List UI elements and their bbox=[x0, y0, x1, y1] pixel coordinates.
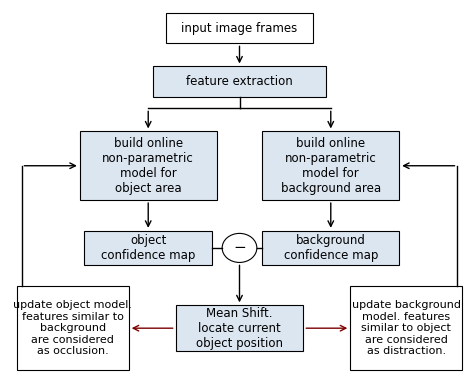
FancyBboxPatch shape bbox=[80, 131, 217, 200]
Text: build online
non-parametric
model for
object area: build online non-parametric model for ob… bbox=[102, 137, 194, 195]
Circle shape bbox=[222, 233, 257, 263]
Text: feature extraction: feature extraction bbox=[186, 75, 293, 88]
FancyBboxPatch shape bbox=[175, 305, 303, 351]
FancyBboxPatch shape bbox=[350, 286, 462, 370]
Text: object
confidence map: object confidence map bbox=[101, 234, 195, 262]
Text: background
confidence map: background confidence map bbox=[283, 234, 378, 262]
Text: −: − bbox=[233, 240, 246, 255]
Text: update background
model. features
similar to object
are considered
as distractio: update background model. features simila… bbox=[352, 300, 461, 357]
Text: input image frames: input image frames bbox=[182, 22, 298, 35]
FancyBboxPatch shape bbox=[153, 66, 326, 97]
FancyBboxPatch shape bbox=[17, 286, 129, 370]
FancyBboxPatch shape bbox=[84, 231, 212, 265]
Text: build online
non-parametric
model for
background area: build online non-parametric model for ba… bbox=[281, 137, 381, 195]
FancyBboxPatch shape bbox=[262, 231, 399, 265]
Text: update object model.
features similar to
background
are considered
as occlusion.: update object model. features similar to… bbox=[13, 300, 132, 357]
Text: Mean Shift.
locate current
object position: Mean Shift. locate current object positi… bbox=[196, 307, 283, 350]
FancyBboxPatch shape bbox=[166, 13, 312, 44]
FancyBboxPatch shape bbox=[262, 131, 399, 200]
